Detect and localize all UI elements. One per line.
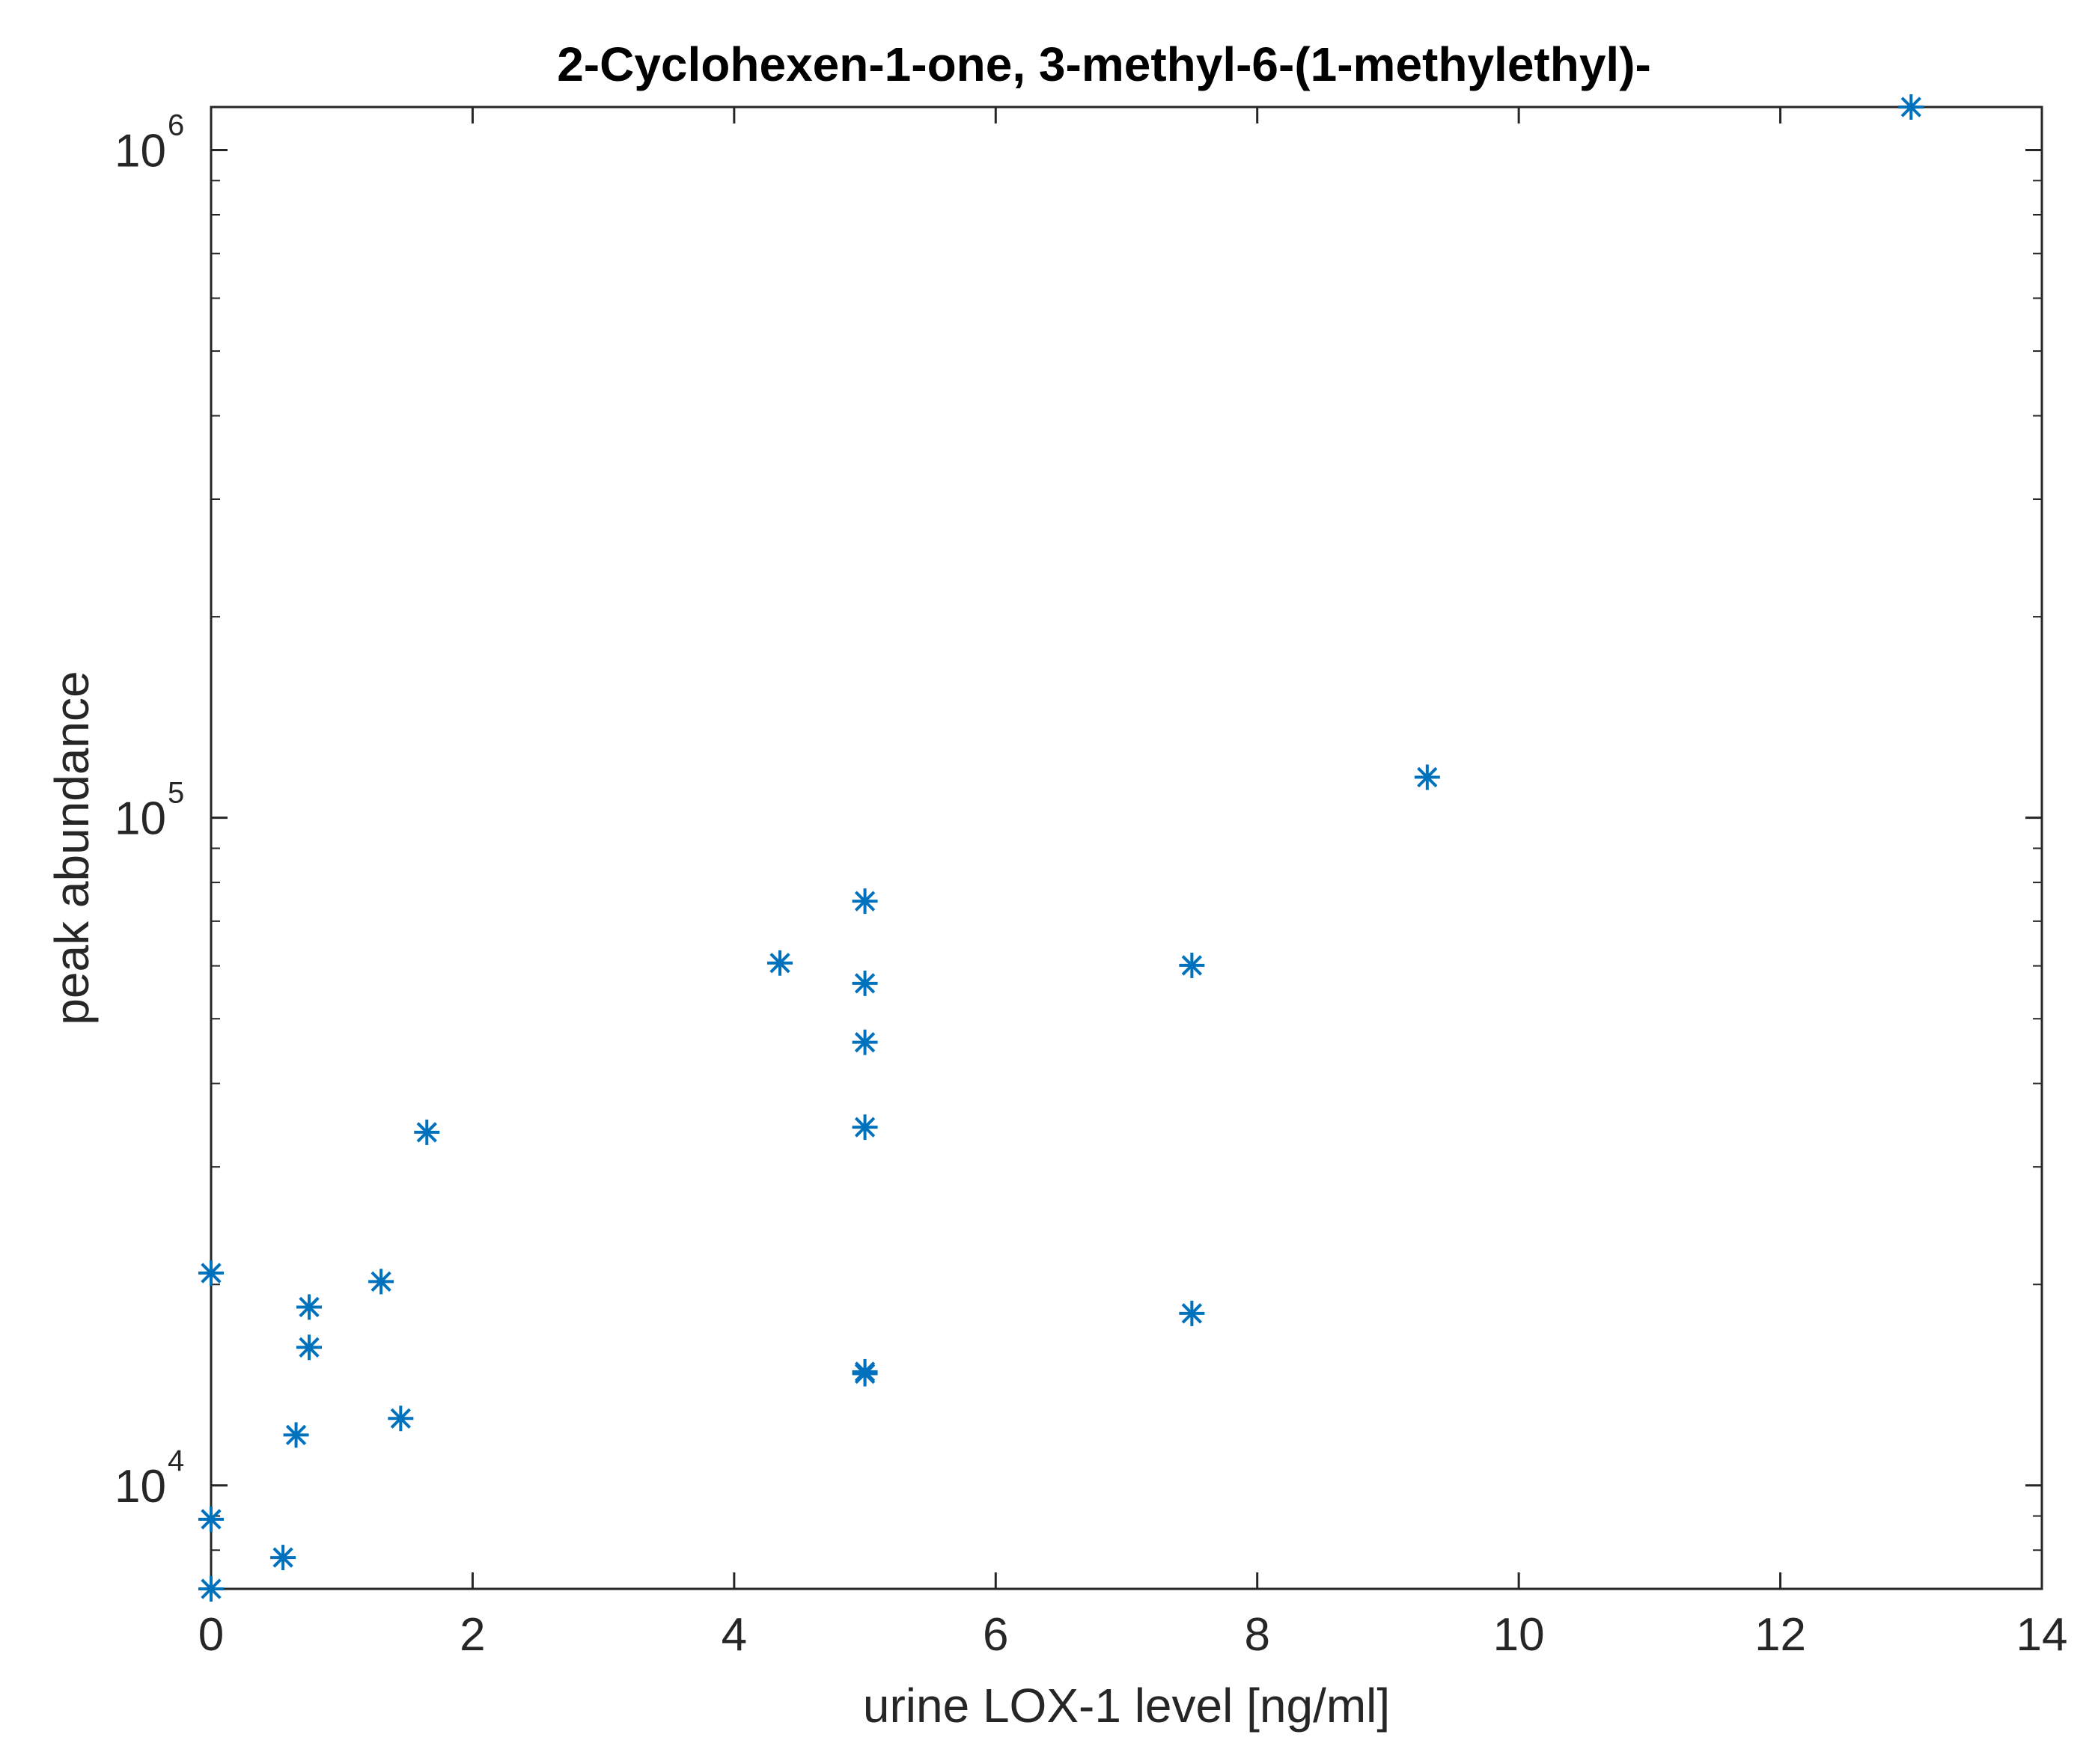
data-point xyxy=(1414,764,1440,790)
x-tick-label: 6 xyxy=(983,1609,1008,1661)
x-axis-label: urine LOX-1 level [ng/ml] xyxy=(863,1679,1390,1733)
y-tick-label: 10 xyxy=(115,793,166,845)
x-tick-label: 10 xyxy=(1493,1609,1545,1661)
x-tick-label: 2 xyxy=(460,1609,485,1661)
chart-title: 2-Cyclohexen-1-one, 3-methyl-6-(1-methyl… xyxy=(557,37,1651,91)
y-tick-exponent: 4 xyxy=(168,1444,184,1477)
points-layer xyxy=(198,94,1924,1602)
y-tick-exponent: 6 xyxy=(168,109,184,142)
x-tick-label: 0 xyxy=(198,1609,224,1661)
data-point xyxy=(296,1294,323,1320)
data-point xyxy=(388,1406,414,1432)
data-point xyxy=(852,1361,878,1387)
y-tick-label: 10 xyxy=(115,126,166,177)
data-point xyxy=(198,1576,224,1602)
data-point xyxy=(852,1114,878,1141)
data-point xyxy=(283,1422,309,1448)
x-tick-label: 8 xyxy=(1244,1609,1269,1661)
data-point xyxy=(198,1506,224,1532)
data-point xyxy=(852,1029,878,1055)
data-point xyxy=(852,888,878,915)
x-tick-label: 4 xyxy=(722,1609,747,1661)
data-point xyxy=(852,970,878,996)
y-tick-label: 10 xyxy=(115,1461,166,1513)
y-tick-base: 10 xyxy=(115,793,166,845)
x-tick-label: 14 xyxy=(2016,1609,2068,1661)
data-point xyxy=(1179,1300,1205,1326)
data-point xyxy=(198,1260,224,1287)
data-point xyxy=(1179,952,1205,978)
plot-area-frame xyxy=(210,106,2043,1590)
data-point xyxy=(296,1334,323,1361)
y-tick-exponent: 5 xyxy=(168,777,184,810)
data-point xyxy=(1898,94,1924,120)
data-point xyxy=(368,1269,394,1295)
y-tick-base: 10 xyxy=(115,1461,166,1513)
y-tick-base: 10 xyxy=(115,126,166,177)
y-axis-label: peak abundance xyxy=(45,671,99,1025)
data-point xyxy=(767,950,793,976)
x-tick-label: 12 xyxy=(1754,1609,1806,1661)
data-point xyxy=(270,1545,296,1571)
data-point xyxy=(414,1119,440,1145)
